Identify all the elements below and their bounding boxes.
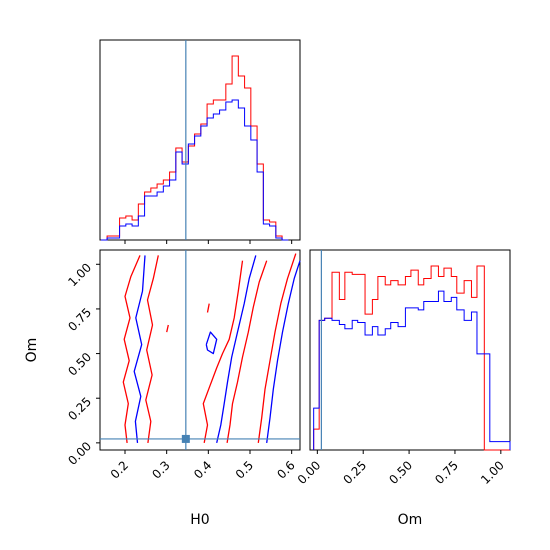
om-histogram-frame bbox=[309, 249, 511, 451]
om-ytick-label-3: 0.75 bbox=[65, 305, 94, 334]
h0-histogram-ticks bbox=[124, 240, 293, 244]
xlabel-h0: H0 bbox=[190, 512, 209, 528]
om-ytick-label-0: 0.00 bbox=[65, 439, 94, 468]
joint-truth-lines bbox=[100, 250, 300, 450]
contour-blue-7 bbox=[266, 260, 301, 443]
h0-histogram-series bbox=[100, 40, 289, 241]
om-tick-label-0: 0.00 bbox=[295, 458, 324, 487]
joint-y-ticks: 0.00 0.25 0.50 0.75 1.00 bbox=[65, 261, 100, 468]
om-tick-label-3: 0.75 bbox=[432, 458, 461, 487]
contour-blue-8 bbox=[205, 331, 218, 355]
om-hist-blue-series bbox=[313, 290, 511, 450]
h0-histogram-frame bbox=[99, 39, 301, 241]
h0-hist-red-series bbox=[100, 55, 289, 241]
om-tick-label-4: 1.00 bbox=[478, 458, 507, 487]
om-histogram-panel: 0.00 0.25 0.50 0.75 1.00 bbox=[295, 249, 511, 487]
joint-contours bbox=[122, 253, 301, 444]
contour-red-5 bbox=[257, 253, 297, 443]
om-ytick-label-4: 1.00 bbox=[65, 261, 94, 290]
contour-red-0 bbox=[122, 255, 141, 443]
om-ytick-label-1: 0.25 bbox=[65, 394, 94, 423]
contour-red-9 bbox=[166, 324, 169, 333]
om-tick-label-2: 0.50 bbox=[386, 458, 415, 487]
om-ytick-label-2: 0.50 bbox=[65, 350, 94, 379]
om-histogram-x-ticks: 0.00 0.25 0.50 0.75 1.00 bbox=[295, 450, 507, 487]
om-tick-label-1: 0.25 bbox=[341, 458, 370, 487]
joint-truth-marker bbox=[181, 434, 190, 443]
om-histogram-series bbox=[313, 250, 511, 451]
h0-tick-label-1: 0.3 bbox=[149, 458, 172, 481]
contour-red-3 bbox=[202, 260, 244, 444]
joint-contour-panel: 0.2 0.3 0.4 0.5 0.6 0.000.250.500.751.00 bbox=[65, 249, 301, 482]
joint-contour-frame bbox=[99, 249, 301, 451]
contour-blue-6 bbox=[216, 255, 257, 444]
contour-blue-2 bbox=[133, 255, 146, 443]
contour-red-1 bbox=[145, 255, 159, 443]
contour-red-10 bbox=[206, 303, 210, 313]
h0-tick-label-0: 0.2 bbox=[108, 458, 131, 481]
contour-red-4 bbox=[226, 260, 268, 444]
ylabel-om: Om bbox=[24, 338, 40, 363]
om-hist-red-series bbox=[313, 265, 510, 451]
h0-tick-label-2: 0.4 bbox=[191, 458, 214, 481]
h0-histogram-panel bbox=[99, 39, 301, 244]
joint-x-ticks: 0.2 0.3 0.4 0.5 0.6 bbox=[108, 450, 298, 482]
xlabel-om: Om bbox=[398, 512, 423, 528]
h0-tick-label-3: 0.5 bbox=[233, 458, 256, 481]
h0-hist-blue-series bbox=[100, 99, 289, 241]
